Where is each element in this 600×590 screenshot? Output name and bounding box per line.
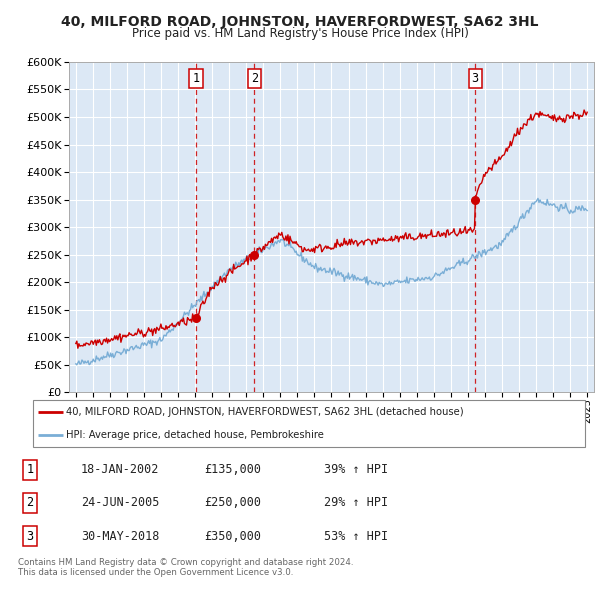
Text: 29% ↑ HPI: 29% ↑ HPI xyxy=(324,496,388,510)
FancyBboxPatch shape xyxy=(33,400,585,447)
Text: 1: 1 xyxy=(26,463,34,477)
Text: 40, MILFORD ROAD, JOHNSTON, HAVERFORDWEST, SA62 3HL: 40, MILFORD ROAD, JOHNSTON, HAVERFORDWES… xyxy=(61,15,539,29)
Text: 3: 3 xyxy=(26,529,34,543)
Text: £350,000: £350,000 xyxy=(204,529,261,543)
Text: 3: 3 xyxy=(472,72,479,85)
Text: £135,000: £135,000 xyxy=(204,463,261,477)
Text: 24-JUN-2005: 24-JUN-2005 xyxy=(81,496,160,510)
Text: 18-JAN-2002: 18-JAN-2002 xyxy=(81,463,160,477)
Text: £250,000: £250,000 xyxy=(204,496,261,510)
Text: 40, MILFORD ROAD, JOHNSTON, HAVERFORDWEST, SA62 3HL (detached house): 40, MILFORD ROAD, JOHNSTON, HAVERFORDWES… xyxy=(66,407,464,417)
Text: 30-MAY-2018: 30-MAY-2018 xyxy=(81,529,160,543)
Text: Contains HM Land Registry data © Crown copyright and database right 2024.
This d: Contains HM Land Registry data © Crown c… xyxy=(18,558,353,577)
Text: 1: 1 xyxy=(193,72,200,85)
Text: 2: 2 xyxy=(251,72,258,85)
Text: 2: 2 xyxy=(26,496,34,510)
Text: HPI: Average price, detached house, Pembrokeshire: HPI: Average price, detached house, Pemb… xyxy=(66,430,324,440)
Text: 53% ↑ HPI: 53% ↑ HPI xyxy=(324,529,388,543)
Text: 39% ↑ HPI: 39% ↑ HPI xyxy=(324,463,388,477)
Text: Price paid vs. HM Land Registry's House Price Index (HPI): Price paid vs. HM Land Registry's House … xyxy=(131,27,469,40)
